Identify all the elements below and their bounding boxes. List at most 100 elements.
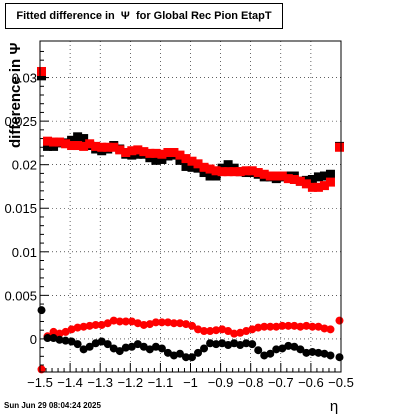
data-point [79, 141, 89, 151]
data-point [259, 169, 269, 179]
chart-title-suffix: for Global Rec Pion EtapT [135, 10, 272, 22]
data-point [79, 322, 88, 331]
data-point [43, 136, 53, 146]
y-tick-label: 0.03 [12, 71, 37, 86]
data-point [308, 322, 317, 331]
data-point [151, 342, 160, 351]
data-point [199, 162, 209, 172]
data-point [43, 334, 52, 343]
data-point [109, 344, 118, 353]
data-point [302, 321, 311, 330]
data-point [103, 142, 113, 152]
data-point [206, 339, 215, 348]
data-point [133, 340, 142, 349]
x-tick-label: −1.3 [87, 375, 113, 390]
data-point [313, 182, 323, 192]
series-1 [37, 66, 344, 192]
data-point [163, 318, 172, 327]
data-point [206, 327, 215, 336]
data-point [115, 347, 124, 356]
data-point [265, 171, 275, 181]
data-point [37, 306, 46, 315]
data-point [151, 148, 161, 158]
data-point [320, 349, 329, 358]
data-point [212, 326, 221, 335]
x-axis-title: η [330, 398, 338, 414]
data-point [335, 353, 344, 362]
data-point [319, 171, 329, 181]
data-point [326, 325, 335, 334]
data-point [290, 342, 299, 351]
data-point [296, 322, 305, 331]
data-point [145, 148, 155, 158]
data-point [127, 146, 137, 156]
x-tick-label: −1 [183, 375, 198, 390]
data-point [302, 348, 311, 357]
data-point [188, 353, 197, 362]
data-point [248, 325, 257, 334]
y-tick-label: 0.015 [4, 201, 37, 216]
data-point [301, 179, 311, 189]
data-point [121, 343, 130, 352]
data-point [283, 174, 293, 184]
data-point [49, 137, 59, 147]
data-point [175, 150, 185, 160]
data-point [73, 340, 82, 349]
data-point [55, 335, 64, 344]
data-point [218, 325, 227, 334]
data-point [79, 134, 89, 144]
data-point [85, 321, 94, 330]
data-point [133, 319, 142, 328]
data-point [163, 348, 172, 357]
data-point [223, 167, 233, 177]
data-point [73, 141, 83, 151]
data-point [254, 323, 263, 332]
series-0 [37, 71, 344, 186]
y-tick-label: 0.025 [4, 114, 37, 129]
data-point [133, 145, 143, 155]
data-point [97, 320, 106, 329]
data-point [61, 327, 70, 336]
axis-ticks [39, 50, 342, 372]
data-point [157, 344, 166, 353]
x-tick-label: −0.5 [328, 375, 354, 390]
data-point [266, 322, 275, 331]
chart-title-prefix: Fitted difference in [16, 10, 115, 22]
data-point [307, 174, 317, 184]
data-point [260, 351, 269, 360]
data-point [229, 167, 239, 177]
x-tick-label: −0.6 [298, 375, 324, 390]
data-point [55, 329, 64, 338]
data-point [187, 156, 197, 166]
data-point [230, 339, 239, 348]
y-tick-label: 0.01 [12, 245, 37, 260]
data-point [266, 349, 275, 358]
x-tick-label: −1.2 [117, 375, 143, 390]
data-point [335, 316, 344, 325]
data-point [163, 147, 173, 157]
data-point [139, 342, 148, 351]
data-point [73, 323, 82, 332]
data-point [121, 317, 130, 326]
data-point [314, 322, 323, 331]
data-point [325, 177, 335, 187]
data-point [79, 345, 88, 354]
data-point [284, 341, 293, 350]
data-point [97, 142, 107, 152]
data-point [242, 327, 251, 336]
x-tick-label: −0.7 [268, 375, 294, 390]
data-point [109, 316, 118, 325]
data-point [103, 319, 112, 328]
data-point [151, 155, 161, 165]
data-point [194, 348, 203, 357]
data-point [278, 321, 287, 330]
chart-title-symbol: Ψ [120, 10, 130, 22]
data-point [314, 348, 323, 357]
data-point [247, 166, 257, 176]
data-point [85, 139, 95, 149]
data-point [260, 322, 269, 331]
data-point [169, 351, 178, 360]
data-point [194, 325, 203, 334]
x-tick-label: −0.8 [238, 375, 264, 390]
